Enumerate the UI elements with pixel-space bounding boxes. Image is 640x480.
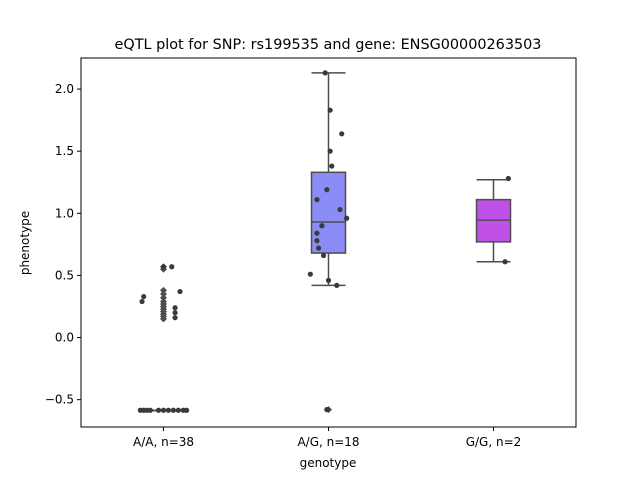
- y-tick-label: −0.5: [45, 393, 74, 407]
- outlier-marker: [160, 294, 167, 302]
- data-point: [172, 315, 178, 321]
- data-point: [327, 148, 333, 154]
- data-point: [327, 107, 333, 113]
- data-point: [184, 407, 190, 413]
- data-point: [325, 277, 332, 283]
- y-axis: −0.5 0.0 0.5 1.0 1.5 2.0: [45, 82, 81, 407]
- data-point: [155, 407, 162, 413]
- data-point: [177, 288, 183, 295]
- data-point: [314, 197, 320, 203]
- outlier-marker: [160, 286, 167, 294]
- data-point: [139, 298, 145, 305]
- data-point: [339, 131, 345, 137]
- data-point: [502, 259, 508, 265]
- data-point: [334, 282, 340, 288]
- data-point: [316, 245, 322, 251]
- data-point: [141, 293, 147, 300]
- x-tick-label: A/A, n=38: [133, 435, 194, 449]
- data-point: [160, 264, 167, 270]
- data-point: [505, 175, 511, 182]
- data-point: [314, 230, 320, 236]
- data-point: [175, 407, 181, 413]
- data-point: [344, 215, 350, 221]
- y-tick-label: 2.0: [55, 82, 74, 96]
- data-point: [324, 407, 330, 413]
- data-point: [160, 407, 167, 413]
- data-point: [322, 70, 328, 76]
- outlier-marker: [160, 315, 167, 323]
- data-point: [172, 310, 178, 316]
- data-point: [172, 305, 178, 311]
- box: [310, 171, 347, 254]
- plot-area: [137, 70, 512, 414]
- y-axis-label: phenotype: [18, 211, 32, 275]
- data-point: [337, 206, 343, 213]
- y-tick-label: 0.0: [55, 331, 74, 345]
- data-point: [169, 264, 175, 270]
- data-point: [307, 271, 313, 277]
- data-points: [137, 70, 511, 413]
- data-point: [314, 238, 320, 244]
- box-group: [475, 179, 512, 263]
- x-axis: A/A, n=38 A/G, n=18 G/G, n=2: [133, 427, 521, 449]
- x-tick-label: G/G, n=2: [466, 435, 522, 449]
- x-axis-label: genotype: [300, 456, 357, 470]
- data-point: [320, 252, 327, 259]
- data-point: [324, 187, 330, 193]
- y-tick-label: 1.5: [55, 144, 74, 158]
- y-tick-label: 0.5: [55, 268, 74, 282]
- data-point: [319, 223, 325, 229]
- data-point: [147, 407, 153, 413]
- data-point: [329, 163, 335, 169]
- chart-title: eQTL plot for SNP: rs199535 and gene: EN…: [115, 37, 542, 53]
- y-tick-label: 1.0: [55, 206, 74, 220]
- data-point: [170, 407, 176, 413]
- x-tick-label: A/G, n=18: [297, 435, 359, 449]
- outlier-marker: [160, 290, 167, 298]
- data-point: [165, 407, 172, 413]
